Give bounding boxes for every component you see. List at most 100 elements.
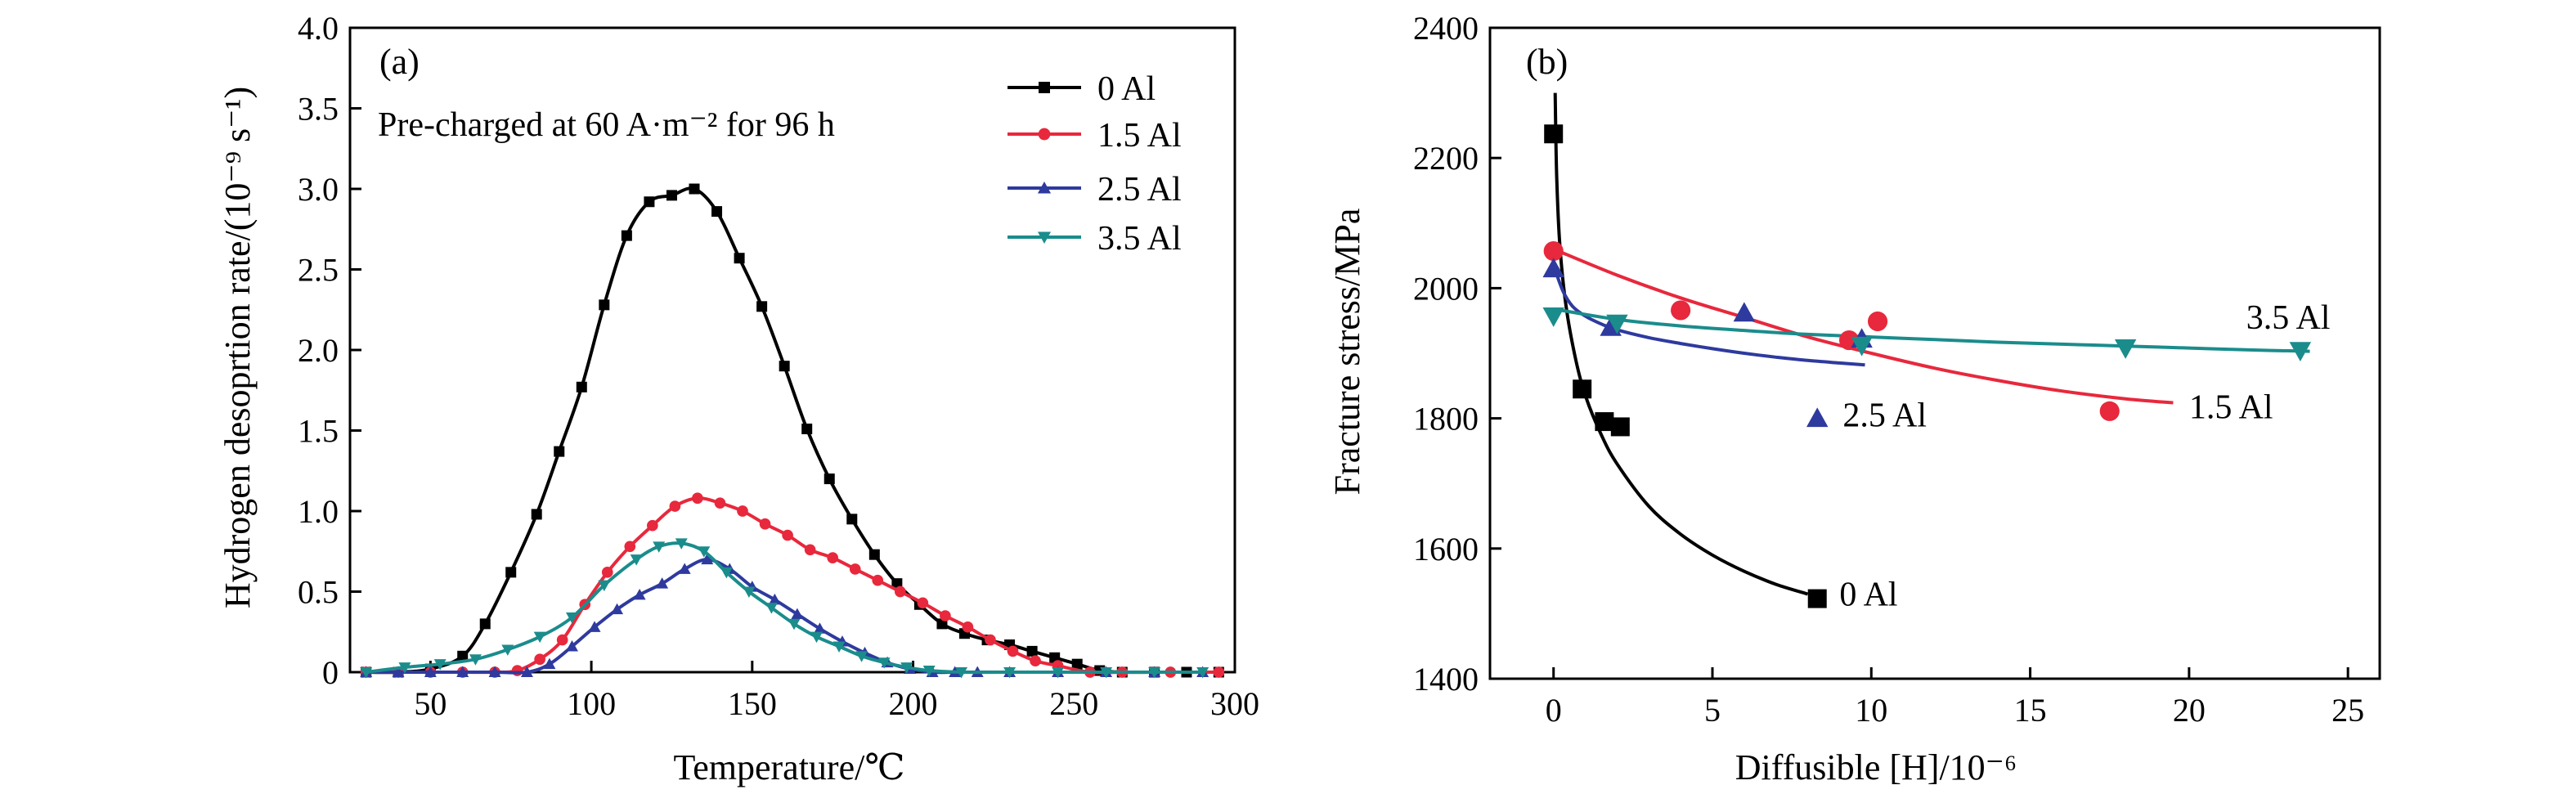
panel-a-x-tick-label: 100 [567, 685, 616, 722]
data-point-0-al [666, 190, 677, 201]
panel-a-y-axis-label: Hydrogen desoprtion rate/(10⁻⁹ s⁻¹) [218, 87, 258, 608]
fit-curve-3-5-al [1553, 307, 2310, 353]
data-point-2-5-al [424, 666, 437, 677]
data-point-1-5-al [804, 544, 816, 556]
legend-marker-0-al [1039, 82, 1050, 93]
series-label-2-5-al: 2.5 Al [1842, 397, 1927, 435]
data-point-3-5-al [698, 546, 711, 558]
data-point-0-al [1544, 124, 1564, 144]
data-point-1-5-al [849, 563, 861, 575]
data-point-3-5-al [1851, 336, 1873, 357]
panel-b-x-tick-label: 5 [1704, 692, 1721, 729]
data-point-2-5-al [791, 608, 804, 620]
panel-a-x-tick-label: 150 [728, 685, 777, 722]
data-point-1-5-al [601, 567, 613, 578]
series-label-1-5-al: 1.5 Al [2189, 388, 2273, 426]
data-point-3-5-al [1052, 667, 1065, 679]
chart-panel-a: 50 100 150 200 250 300 0 0.5 1.0 1.5 2.0 2.5 3.0 3.5 4… [218, 10, 1259, 787]
data-point-3-5-al [1196, 667, 1209, 679]
data-point-1-5-al [737, 505, 748, 517]
data-point-3-5-al [1606, 314, 1628, 334]
series-line-3-5-al [366, 541, 1203, 675]
series-label-0-al: 0 Al [1839, 576, 1897, 614]
legend-marker-1-5-al [1038, 128, 1051, 141]
data-point-2-5-al [678, 563, 691, 574]
data-point-3-5-al [566, 612, 578, 624]
data-point-0-al [505, 567, 517, 578]
data-point-0-al [846, 514, 858, 525]
data-point-1-5-al [872, 574, 884, 586]
data-point-3-5-al [433, 659, 447, 671]
data-point-0-al [1595, 412, 1614, 432]
panel-b-y-axis-label: Fracture stress/MPa [1327, 209, 1367, 496]
data-point-0-al [479, 618, 491, 630]
data-point-3-5-al [2114, 339, 2137, 359]
data-point-2-5-al [813, 622, 826, 634]
panel-b-x-tick-label: 10 [1855, 692, 1887, 729]
data-point-1-5-al [1007, 645, 1019, 657]
panel-b-y-tick-label: 1600 [1413, 531, 1479, 567]
panel-b-y-tick-label: 2200 [1413, 140, 1479, 177]
legend-label-1-5-al: 1.5 Al [1097, 117, 1182, 155]
panel-b-x-tick-label: 0 [1546, 692, 1562, 729]
data-point-3-5-al [743, 586, 756, 598]
panel-b-x-tick-label: 25 [2331, 692, 2364, 729]
data-point-2-5-al [456, 666, 469, 677]
chart-panel-b: 0 5 10 15 20 25 1400 1600 1800 2000 2200 2400 0 Al 1.… [1327, 10, 2381, 787]
data-point-2-5-al [1806, 407, 1829, 428]
data-point-0-al [868, 549, 880, 560]
data-point-3-5-al [877, 657, 891, 669]
data-point-3-5-al [1542, 307, 1564, 327]
data-point-3-5-al [810, 631, 823, 644]
plot-area-b: 0 5 10 15 20 25 1400 1600 1800 2000 2200 2400 0 Al 1.… [1413, 10, 2381, 729]
data-point-1-5-al [940, 610, 951, 621]
data-point-0-al [621, 230, 632, 241]
panel-a-y-tick-label: 3.5 [298, 91, 339, 128]
data-point-1-5-al [1213, 666, 1225, 678]
data-point-3-5-al [653, 541, 666, 553]
panel-a-y-tick-label: 1.0 [298, 493, 339, 530]
panel-a-y-tick-label: 1.5 [298, 413, 339, 450]
data-point-1-5-al [985, 634, 996, 646]
data-point-2-5-al [611, 603, 624, 615]
data-point-2-5-al [566, 640, 578, 652]
legend-marker-2-5-al [1037, 181, 1052, 194]
data-point-0-al [689, 183, 700, 195]
data-point-3-5-al [2289, 342, 2312, 362]
data-point-1-5-al [669, 500, 681, 512]
data-point-1-5-al [759, 518, 771, 530]
data-point-3-5-al [675, 538, 688, 550]
data-point-0-al [457, 650, 469, 662]
panel-a-x-tick-label: 200 [889, 685, 938, 722]
data-point-0-al [576, 381, 587, 393]
legend-label-2-5-al: 2.5 Al [1097, 171, 1182, 209]
data-point-0-al [734, 253, 745, 264]
panel-a-y-tick-label: 0 [322, 654, 339, 691]
data-point-2-5-al [1733, 302, 1756, 322]
data-point-0-al [779, 361, 790, 372]
panel-b-y-tick-label: 2400 [1413, 10, 1479, 47]
data-point-2-5-al [701, 553, 714, 565]
series-line-1-5-al [366, 496, 1219, 675]
data-point-3-5-al [469, 654, 482, 666]
data-point-3-5-al [720, 567, 733, 579]
data-point-1-5-al [917, 597, 929, 609]
panel-b-y-tick-label: 1400 [1413, 661, 1479, 698]
data-point-1-5-al [714, 497, 726, 509]
data-point-3-5-al [1148, 667, 1161, 679]
data-point-1-5-al [511, 665, 523, 676]
data-point-3-5-al [922, 666, 936, 677]
data-point-2-5-al [588, 621, 601, 632]
data-point-1-5-al [647, 519, 658, 532]
data-point-0-al [1026, 645, 1038, 657]
panel-b-y-tick-label: 1800 [1413, 401, 1479, 437]
panel-a-x-tick-label: 50 [414, 685, 447, 722]
panel-a-x-tick-label: 300 [1210, 685, 1259, 722]
data-point-3-5-al [630, 554, 643, 566]
data-point-3-5-al [788, 618, 801, 630]
data-point-2-5-al [543, 657, 556, 670]
legend-label-0-al: 0 Al [1097, 70, 1156, 108]
data-point-2-5-al [1542, 258, 1564, 278]
data-point-2-5-al [392, 666, 405, 677]
